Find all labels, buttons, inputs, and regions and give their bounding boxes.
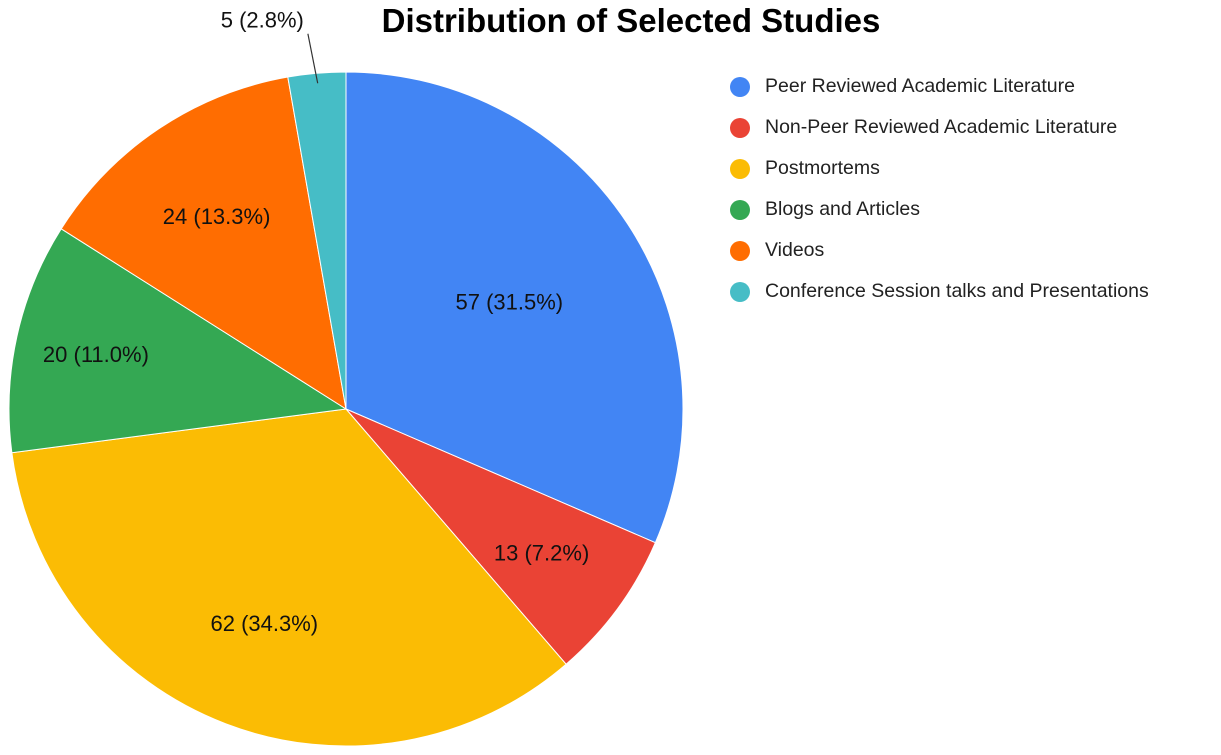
pie-slice-peer-reviewed-academic-literature[interactable] <box>345 71 684 544</box>
slice-data-label: 13 (7.2%) <box>494 541 589 566</box>
legend-item[interactable]: Postmortems <box>730 148 1149 189</box>
legend-swatch <box>730 117 750 138</box>
legend-label: Non-Peer Reviewed Academic Literature <box>765 116 1118 138</box>
legend-item[interactable]: Videos <box>730 230 1149 271</box>
pie-slice-postmortems[interactable] <box>11 408 567 747</box>
legend-label: Blogs and Articles <box>765 198 921 220</box>
pie-slice-blogs-and-articles[interactable] <box>8 228 348 454</box>
legend: Peer Reviewed Academic Literature Non-Pee… <box>730 66 1149 312</box>
legend-item[interactable]: Non-Peer Reviewed Academic Literature <box>730 107 1149 148</box>
slice-data-label: 24 (13.3%) <box>163 204 271 229</box>
legend-swatch <box>730 76 750 97</box>
legend-label: Conference Session talks and Presentatio… <box>765 280 1149 302</box>
pie-slice-conference-session-talks-and-presentations[interactable] <box>287 71 347 410</box>
legend-item[interactable]: Blogs and Articles <box>730 189 1149 230</box>
slice-data-label: 62 (34.3%) <box>210 611 318 636</box>
chart-title: Distribution of Selected Studies <box>381 2 881 39</box>
legend-swatch <box>730 240 750 261</box>
slice-data-label: 57 (31.5%) <box>455 290 563 315</box>
legend-item[interactable]: Conference Session talks and Presentatio… <box>730 271 1149 312</box>
slice-data-label: 5 (2.8%) <box>221 8 304 33</box>
legend-item[interactable]: Peer Reviewed Academic Literature <box>730 66 1149 107</box>
pie-slice-non-peer-reviewed-academic-literature[interactable] <box>345 408 657 665</box>
legend-label: Postmortems <box>765 157 880 179</box>
legend-swatch <box>730 199 750 220</box>
legend-swatch <box>730 158 750 179</box>
legend-swatch <box>730 281 750 302</box>
legend-label: Videos <box>765 239 825 261</box>
slice-data-label: 20 (11.0%) <box>43 342 149 367</box>
pie-slice-videos[interactable] <box>60 76 347 411</box>
legend-label: Peer Reviewed Academic Literature <box>765 75 1075 97</box>
label-leader-line <box>307 33 319 84</box>
